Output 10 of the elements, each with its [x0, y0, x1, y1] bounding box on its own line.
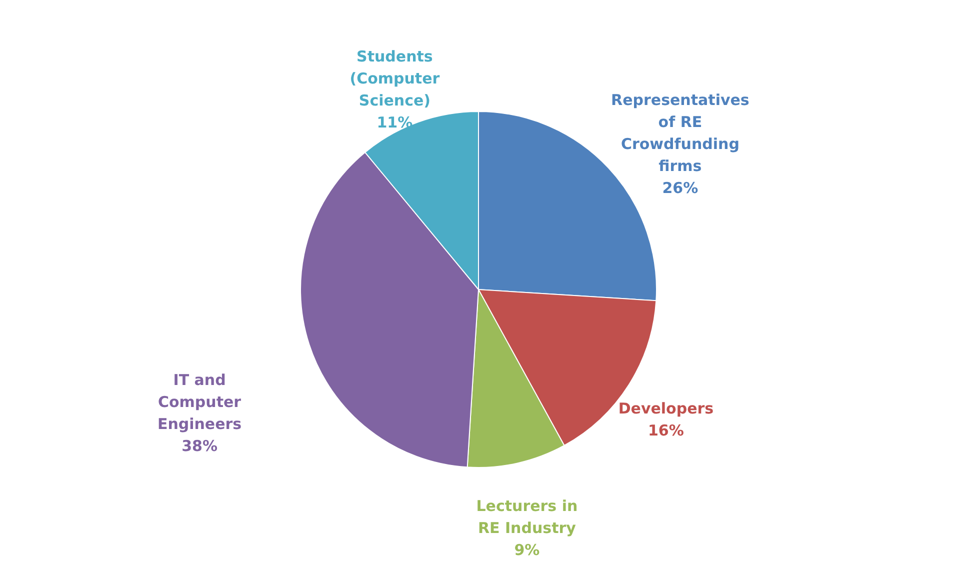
data-label: 11%	[376, 114, 413, 132]
slice-label: Students (Computer Science)	[350, 48, 440, 110]
slice-label: IT and Computer Engineers	[157, 371, 242, 434]
slice-label: Lecturers in RE Industry	[476, 497, 578, 538]
slice-label: Representatives of RE Crowdfunding firms	[611, 91, 750, 176]
data-label: 9%	[514, 541, 540, 560]
data-label: 16%	[648, 421, 684, 440]
slice-label: Developers	[618, 399, 714, 418]
data-label: 26%	[662, 179, 698, 198]
data-label: 38%	[182, 437, 218, 456]
